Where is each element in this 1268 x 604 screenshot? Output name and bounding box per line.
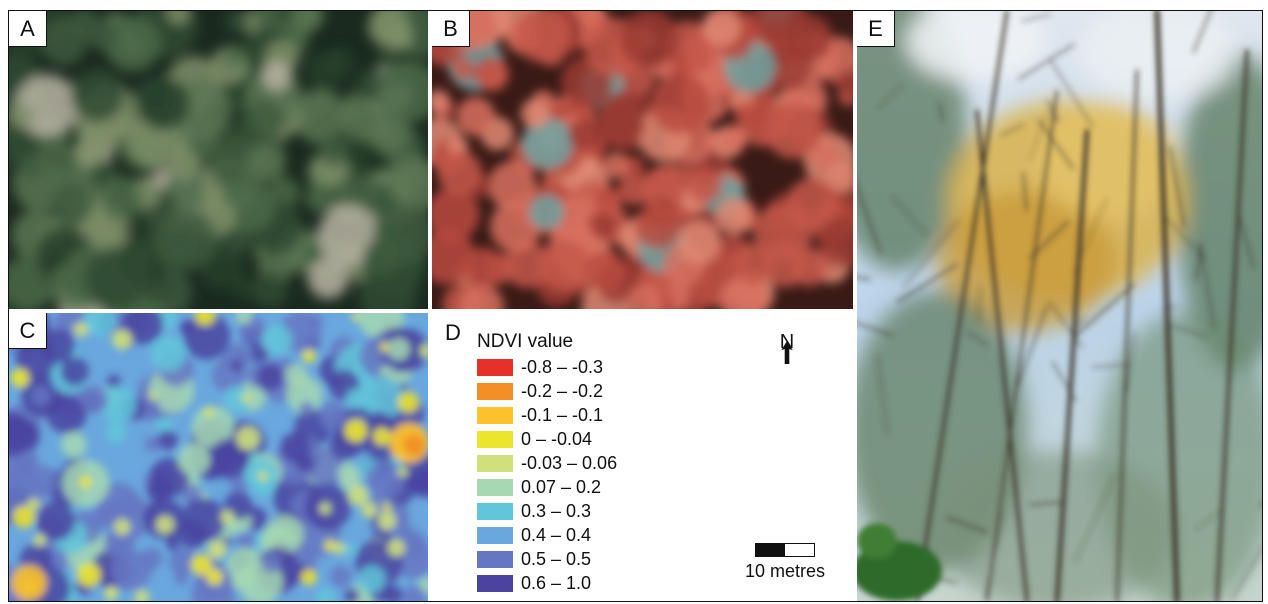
legend-swatch: [477, 406, 513, 424]
scale-bar: 10 metres: [730, 543, 840, 582]
north-arrow-icon: [781, 341, 793, 364]
legend-label: -0.1 – -0.1: [521, 404, 604, 425]
legend-item: -0.03 – 0.06: [477, 451, 617, 475]
ndvi-raster-image: [9, 313, 428, 601]
legend-label: -0.8 – -0.3: [521, 356, 604, 377]
scale-label: 10 metres: [744, 561, 826, 581]
panel-label-c: C: [9, 313, 47, 349]
scale-bar-graphic: [755, 543, 815, 557]
legend-item: -0.2 – -0.2: [477, 379, 617, 403]
panel-a-true-color-aerial: A: [9, 11, 428, 309]
legend-label: -0.2 – -0.2: [521, 380, 604, 401]
legend-label: 0 – -0.04: [521, 428, 593, 449]
legend-swatch: [477, 358, 513, 376]
legend-items: -0.8 – -0.3 -0.2 – -0.2 -0.1 – -0.1 0 – -0.…: [477, 355, 617, 595]
legend-item: -0.1 – -0.1: [477, 403, 617, 427]
ndvi-legend: NDVI value -0.8 – -0.3 -0.2 – -0.2 -0.1 – …: [477, 331, 617, 595]
legend-label: 0.5 – 0.5: [521, 548, 592, 569]
panel-b-false-color-infrared: B: [432, 11, 853, 309]
legend-swatch: [477, 430, 513, 448]
legend-swatch: [477, 502, 513, 520]
panel-label-a: A: [9, 11, 47, 47]
legend-label: 0.4 – 0.4: [521, 524, 592, 545]
legend-swatch: [477, 526, 513, 544]
canopy-ground-photo: [857, 11, 1262, 601]
legend-label: -0.03 – 0.06: [521, 452, 618, 473]
panel-d-legend: D NDVI value -0.8 – -0.3 -0.2 – -0.2 -0.1 …: [432, 313, 853, 601]
panel-label-e: E: [857, 11, 895, 47]
panel-e-ground-photo: E: [857, 11, 1262, 601]
panel-c-ndvi-map: C: [9, 313, 428, 601]
panel-label-b: B: [432, 11, 470, 47]
false-color-canopy-image: [432, 11, 853, 309]
legend-item: 0.6 – 1.0: [477, 571, 617, 595]
legend-item: 0 – -0.04: [477, 427, 617, 451]
figure-frame: [8, 10, 1263, 602]
legend-item: -0.8 – -0.3: [477, 355, 617, 379]
legend-item: 0.3 – 0.3: [477, 499, 617, 523]
legend-swatch: [477, 478, 513, 496]
legend-label: 0.6 – 1.0: [521, 572, 592, 593]
legend-item: 0.07 – 0.2: [477, 475, 617, 499]
legend-swatch: [477, 550, 513, 568]
legend-label: 0.3 – 0.3: [521, 500, 592, 521]
true-color-canopy-image: [9, 11, 428, 309]
north-arrow: N: [757, 331, 817, 364]
legend-label: 0.07 – 0.2: [521, 476, 602, 497]
legend-item: 0.5 – 0.5: [477, 547, 617, 571]
legend-item: 0.4 – 0.4: [477, 523, 617, 547]
legend-title: NDVI value: [477, 331, 574, 352]
legend-swatch: [477, 382, 513, 400]
legend-swatch: [477, 574, 513, 592]
panel-label-d: D: [445, 320, 461, 345]
legend-swatch: [477, 454, 513, 472]
